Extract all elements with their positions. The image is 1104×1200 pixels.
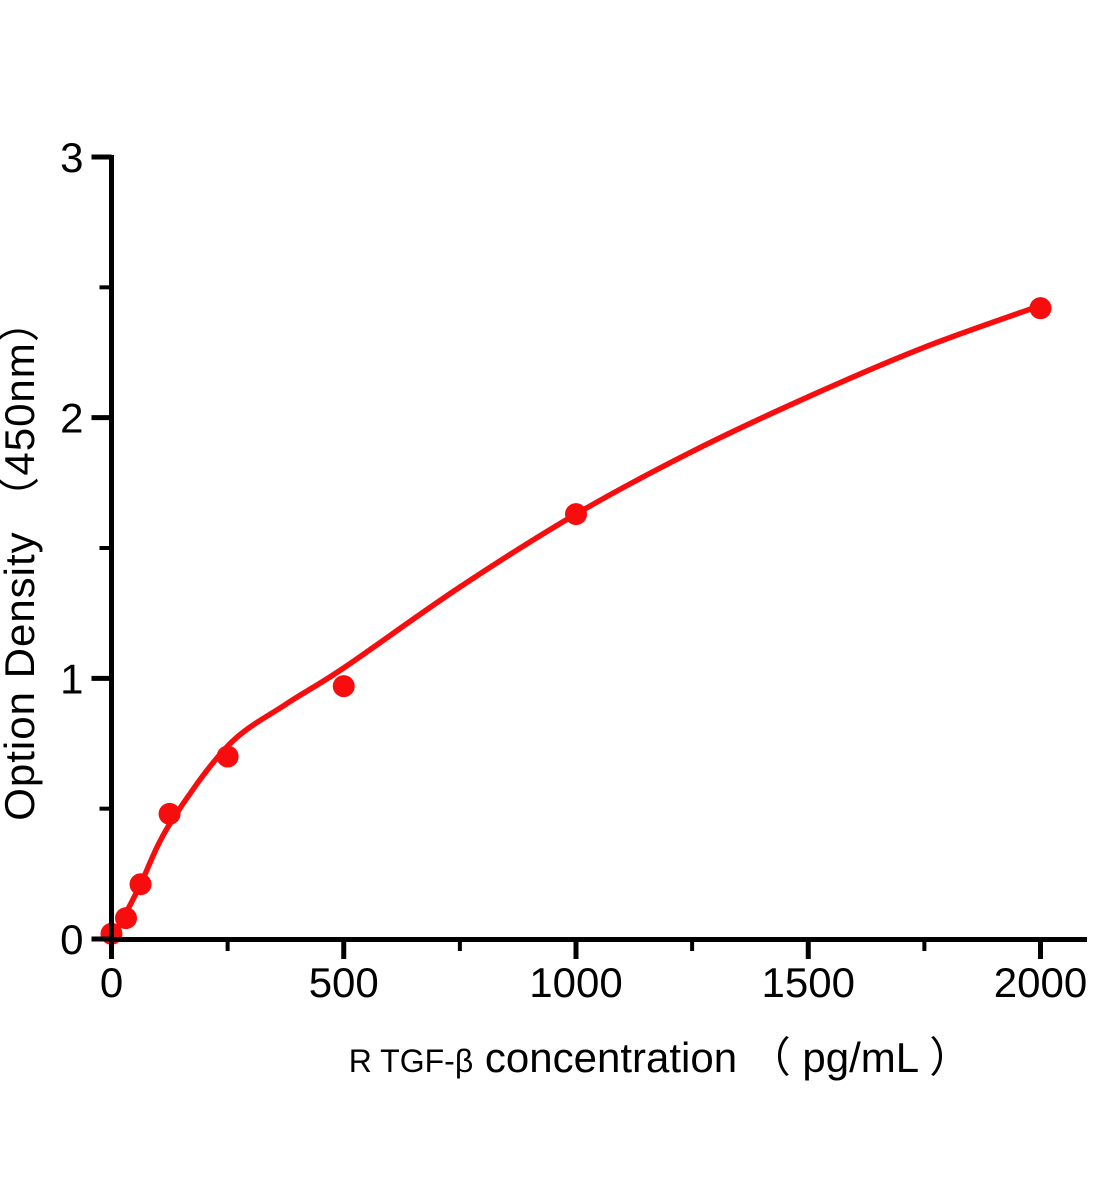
x-tick-label: 0 — [100, 959, 123, 1006]
y-tick-label: 2 — [60, 395, 83, 442]
x-tick-label: 1000 — [529, 959, 622, 1006]
y-tick-label: 1 — [60, 655, 83, 702]
data-point — [129, 873, 152, 896]
axes-layer: 0 1 2 3 0 500 1000 1500 2000 — [60, 134, 1087, 1006]
x-tick-label: 1500 — [762, 959, 855, 1006]
x-tick-label: 2000 — [994, 959, 1087, 1006]
data-point — [216, 745, 239, 768]
plot-series-layer — [100, 297, 1052, 945]
x-axis-title-main: concentration （ pg/mL ） — [473, 1034, 971, 1081]
data-point — [158, 802, 181, 825]
data-point — [565, 503, 587, 526]
x-axis-title: R TGF-β concentration （ pg/mL ） — [349, 1034, 971, 1081]
fit-curve — [108, 302, 1044, 942]
x-axis-title-small: R TGF-β — [349, 1043, 473, 1079]
data-point — [332, 675, 355, 698]
x-tick-label: 500 — [309, 959, 379, 1006]
data-point — [1029, 297, 1052, 320]
y-axis-title: Option Density （450nm） — [0, 299, 43, 821]
y-tick-label: 3 — [60, 134, 83, 181]
data-point — [115, 907, 138, 930]
y-tick-label: 0 — [60, 916, 83, 963]
